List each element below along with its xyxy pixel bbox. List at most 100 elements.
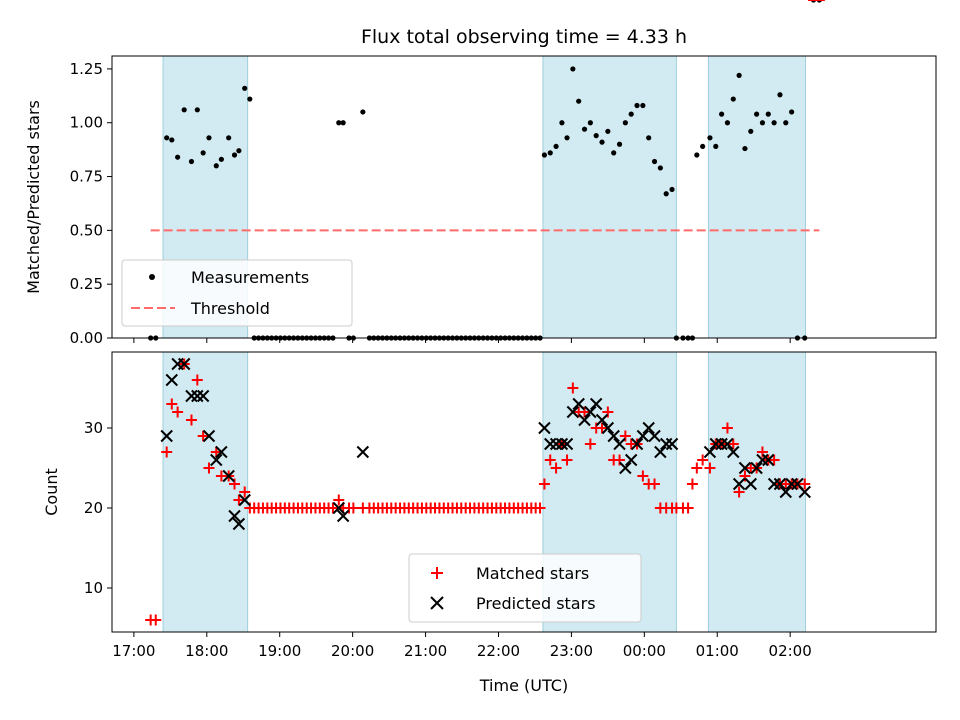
- matched-star-point: [166, 398, 178, 410]
- predicted-star-stroke-b: [624, 453, 638, 467]
- matched-star-point: [579, 406, 591, 418]
- predicted-star-point: [636, 429, 650, 443]
- measurement-point: [559, 120, 565, 126]
- predicted-star-point: [589, 397, 603, 411]
- measurement-point: [164, 135, 170, 141]
- predicted-star-point: [665, 437, 679, 451]
- predicted-star-stroke-b: [665, 437, 679, 451]
- predicted-star-stroke-b: [332, 501, 345, 515]
- x-tick-label: 17:00: [112, 642, 155, 660]
- measurement-point: [200, 150, 206, 156]
- predicted-star-stroke-b: [185, 389, 198, 403]
- predicted-star-stroke-b: [779, 485, 792, 499]
- matched-star-point: [210, 446, 222, 458]
- measurement-point: [759, 120, 766, 126]
- bottom-axes-frame: [111, 351, 937, 633]
- bottom-legend: Matched stars Predicted stars: [408, 553, 642, 623]
- matched-star-point: [239, 486, 251, 498]
- predicted-star-stroke-b: [721, 437, 734, 451]
- predicted-star-point: [779, 485, 792, 499]
- bottom-y-tick-label: 30: [84, 419, 103, 437]
- measurement-point: [777, 92, 783, 98]
- top-y-ticks: 0.00 0.25 0.50 0.75 1.00 1.25: [70, 60, 112, 347]
- predicted-star-stroke-b: [336, 509, 350, 523]
- matched-star-point: [649, 478, 661, 490]
- measurement-point: [231, 152, 238, 158]
- measurement-point: [628, 111, 634, 117]
- matched-star-point: [550, 462, 562, 474]
- measurement-point: [694, 152, 700, 158]
- matched-star-point: [637, 470, 649, 482]
- matched-star-point: [561, 454, 573, 466]
- predicted-star-stroke-b: [607, 429, 620, 443]
- measurement-point: [587, 120, 593, 126]
- predicted-star-point: [191, 389, 204, 403]
- predicted-star-point: [549, 437, 563, 451]
- predicted-star-stroke-b: [356, 445, 370, 459]
- predicted-star-point: [773, 477, 787, 491]
- predicted-star-stroke-b: [549, 437, 563, 451]
- matched-star-point: [567, 382, 579, 394]
- predicted-star-point: [654, 445, 667, 459]
- measurement-point: [713, 143, 719, 150]
- predicted-star-stroke-b: [619, 461, 632, 475]
- measurement-point: [719, 111, 725, 117]
- top-y-tick-label: 1.25: [70, 60, 103, 78]
- top-axes-frame: [111, 55, 937, 339]
- matched-star-point: [197, 430, 209, 442]
- measurement-point: [340, 120, 346, 126]
- predicted-star-point: [560, 437, 574, 451]
- predicted-star-point: [762, 453, 775, 467]
- x-tick-label: 01:00: [696, 642, 739, 660]
- predicted-star-stroke-b: [232, 517, 246, 531]
- predicted-star-point: [177, 357, 191, 371]
- predicted-star-stroke-b: [177, 357, 191, 371]
- predicted-star-stroke-b: [601, 421, 615, 435]
- measurement-point: [581, 126, 588, 132]
- matched-star-point: [614, 454, 626, 466]
- predicted-star-point: [165, 373, 179, 387]
- predicted-star-point: [566, 405, 580, 419]
- x-tick-label: 00:00: [623, 642, 666, 660]
- top-y-axis-label: Matched/Predicted stars: [24, 100, 43, 294]
- predicted-star-stroke-b: [762, 453, 775, 467]
- predicted-star-point: [744, 477, 757, 491]
- predicted-star-stroke-b: [210, 453, 223, 467]
- matched-star-point: [544, 454, 556, 466]
- predicted-star-stroke-b: [732, 477, 746, 491]
- predicted-star-stroke-b: [630, 437, 644, 451]
- predicted-star-point: [356, 445, 370, 459]
- predicted-star-point: [750, 461, 763, 475]
- predicted-star-point: [572, 397, 585, 411]
- predicted-star-stroke-b: [715, 437, 728, 451]
- predicted-star-point: [584, 405, 597, 419]
- legend-predicted-marker: [430, 596, 444, 610]
- measurement-point: [657, 165, 663, 171]
- top-measurement-points: [148, 0, 822, 341]
- matched-star-point: [697, 454, 709, 466]
- observing-window-3: [707, 351, 806, 633]
- predicted-star-point: [215, 445, 228, 459]
- measurement-point: [242, 85, 248, 91]
- predicted-star-point: [160, 429, 173, 443]
- measurement-point: [336, 120, 342, 126]
- matched-star-point: [203, 462, 215, 474]
- predicted-star-point: [732, 477, 746, 491]
- matched-star-point: [739, 470, 751, 482]
- predicted-star-point: [232, 517, 246, 531]
- measurement-point: [765, 111, 771, 117]
- predicted-star-point: [538, 421, 551, 435]
- measurement-point: [576, 98, 582, 104]
- matched-star-point: [733, 486, 745, 498]
- predicted-star-stroke-b: [648, 429, 661, 443]
- top-panel: 0.00 0.25 0.50 0.75 1.00 1.25 Matched/Predict…: [24, 0, 937, 347]
- measurement-point: [622, 120, 628, 126]
- predicted-star-stroke-b: [555, 437, 569, 451]
- predicted-star-point: [607, 429, 620, 443]
- predicted-star-point: [709, 437, 722, 451]
- predicted-star-point: [332, 501, 345, 515]
- measurement-point: [736, 72, 742, 78]
- measurement-point: [553, 143, 559, 150]
- measurement-point: [570, 66, 576, 72]
- predicted-star-point: [619, 461, 632, 475]
